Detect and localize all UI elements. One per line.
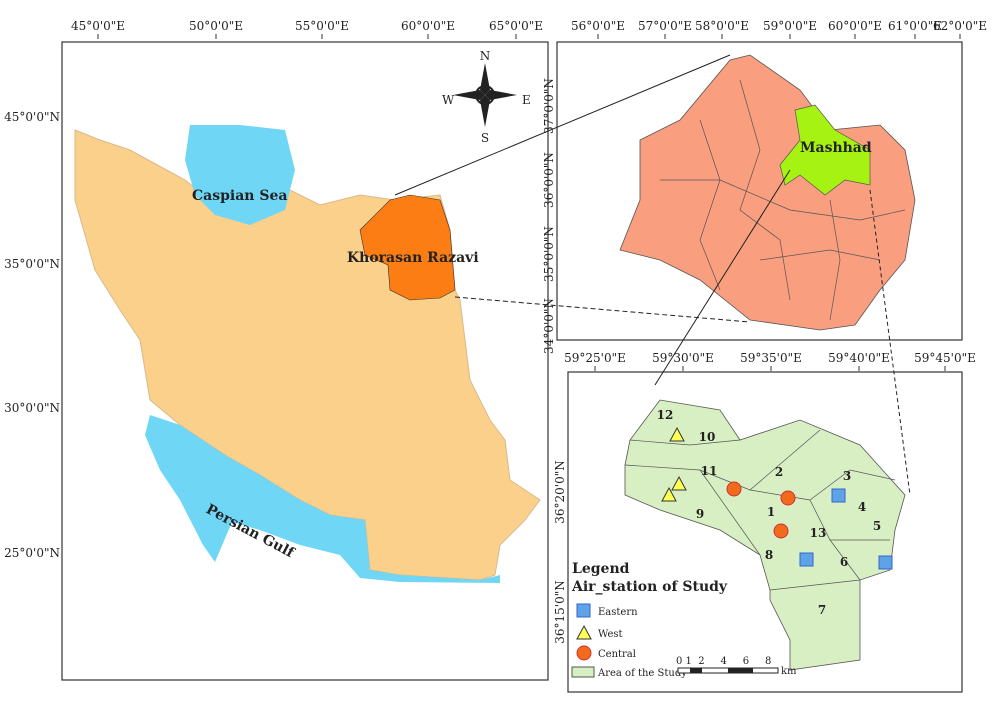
district-label: 8 <box>765 548 773 562</box>
compass-e: E <box>522 93 531 107</box>
x-label: 61°0'0"E <box>888 19 942 33</box>
compass-w: W <box>442 93 455 107</box>
connectors <box>394 54 911 496</box>
district-label: 12 <box>657 408 674 422</box>
x-label: 59°25'0"E <box>564 351 626 365</box>
district-borders <box>624 429 896 591</box>
scale-bar <box>677 667 779 674</box>
x-label: 65°0'0"E <box>489 19 543 33</box>
x-label: 60°0'0"E <box>401 19 455 33</box>
place-label: Caspian Sea <box>192 188 287 204</box>
x-label: 57°0'0"E <box>638 19 692 33</box>
x-label: 45°0'0"E <box>71 19 125 33</box>
x-label: 59°45'0"E <box>914 351 976 365</box>
province-land <box>619 54 916 331</box>
persian-gulf <box>145 415 500 583</box>
legend-item: Area of the Study <box>597 668 687 679</box>
x-label: 50°0'0"E <box>189 19 243 33</box>
legend-title: Legend <box>572 561 630 577</box>
district-label: 7 <box>818 603 826 617</box>
caspian-sea <box>185 125 295 225</box>
district-label: 3 <box>843 469 851 483</box>
legend-swatch <box>576 624 592 640</box>
district-label: 1 <box>767 505 775 519</box>
compass-n: N <box>480 49 491 63</box>
stations <box>661 426 893 570</box>
y-label: 36°15'0"N <box>553 580 567 644</box>
district-label: 9 <box>696 507 704 521</box>
x-label: 62°0'0"E <box>933 19 987 33</box>
y-label: 36°20'0"N <box>553 460 567 524</box>
legend-item: Eastern <box>598 607 638 618</box>
x-label: 55°0'0"E <box>295 19 349 33</box>
y-label: 35°0'0"N <box>542 226 556 282</box>
x-label: 59°0'0"E <box>763 19 817 33</box>
y-label: 37°0'0"N <box>542 78 556 134</box>
district-label: 11 <box>701 464 718 478</box>
district-label: 5 <box>873 519 881 533</box>
y-label: 34°0'0"N <box>542 298 556 354</box>
legend-swatch <box>571 666 595 678</box>
district-label: 6 <box>840 555 848 569</box>
place-label: Khorasan Razavi <box>347 250 479 266</box>
y-label: 36°0'0"N <box>542 152 556 208</box>
scale-unit: km <box>781 666 797 677</box>
x-label: 59°35'0"E <box>740 351 802 365</box>
legend-item: West <box>598 629 623 640</box>
district-label: 10 <box>699 430 716 444</box>
compass-s: S <box>481 131 489 145</box>
y-label: 35°0'0"N <box>4 257 60 271</box>
x-label: 59°40'0"E <box>828 351 890 365</box>
y-label: 30°0'0"N <box>4 401 60 415</box>
legend-swatch <box>576 603 591 618</box>
y-label: 25°0'0"N <box>4 546 60 560</box>
county-borders <box>660 79 906 321</box>
x-label: 58°0'0"E <box>695 19 749 33</box>
compass <box>453 63 517 127</box>
city-label: Mashhad <box>800 140 872 156</box>
legend-subtitle: Air_station of Study <box>571 579 728 595</box>
x-label: 60°0'0"E <box>828 19 882 33</box>
district-label: 4 <box>858 500 866 514</box>
x-label: 59°30'0"E <box>652 351 714 365</box>
mashhad <box>779 104 871 196</box>
legend-item: Central <box>598 649 636 660</box>
legend-swatch <box>576 645 592 661</box>
y-label: 45°0'0"N <box>4 110 60 124</box>
scale-labels: 0 1 2 4 6 8 <box>676 656 771 667</box>
khorasan-razavi <box>359 194 456 301</box>
district-label: 2 <box>775 465 783 479</box>
district-label: 13 <box>810 526 827 540</box>
x-label: 56°0'0"E <box>571 19 625 33</box>
